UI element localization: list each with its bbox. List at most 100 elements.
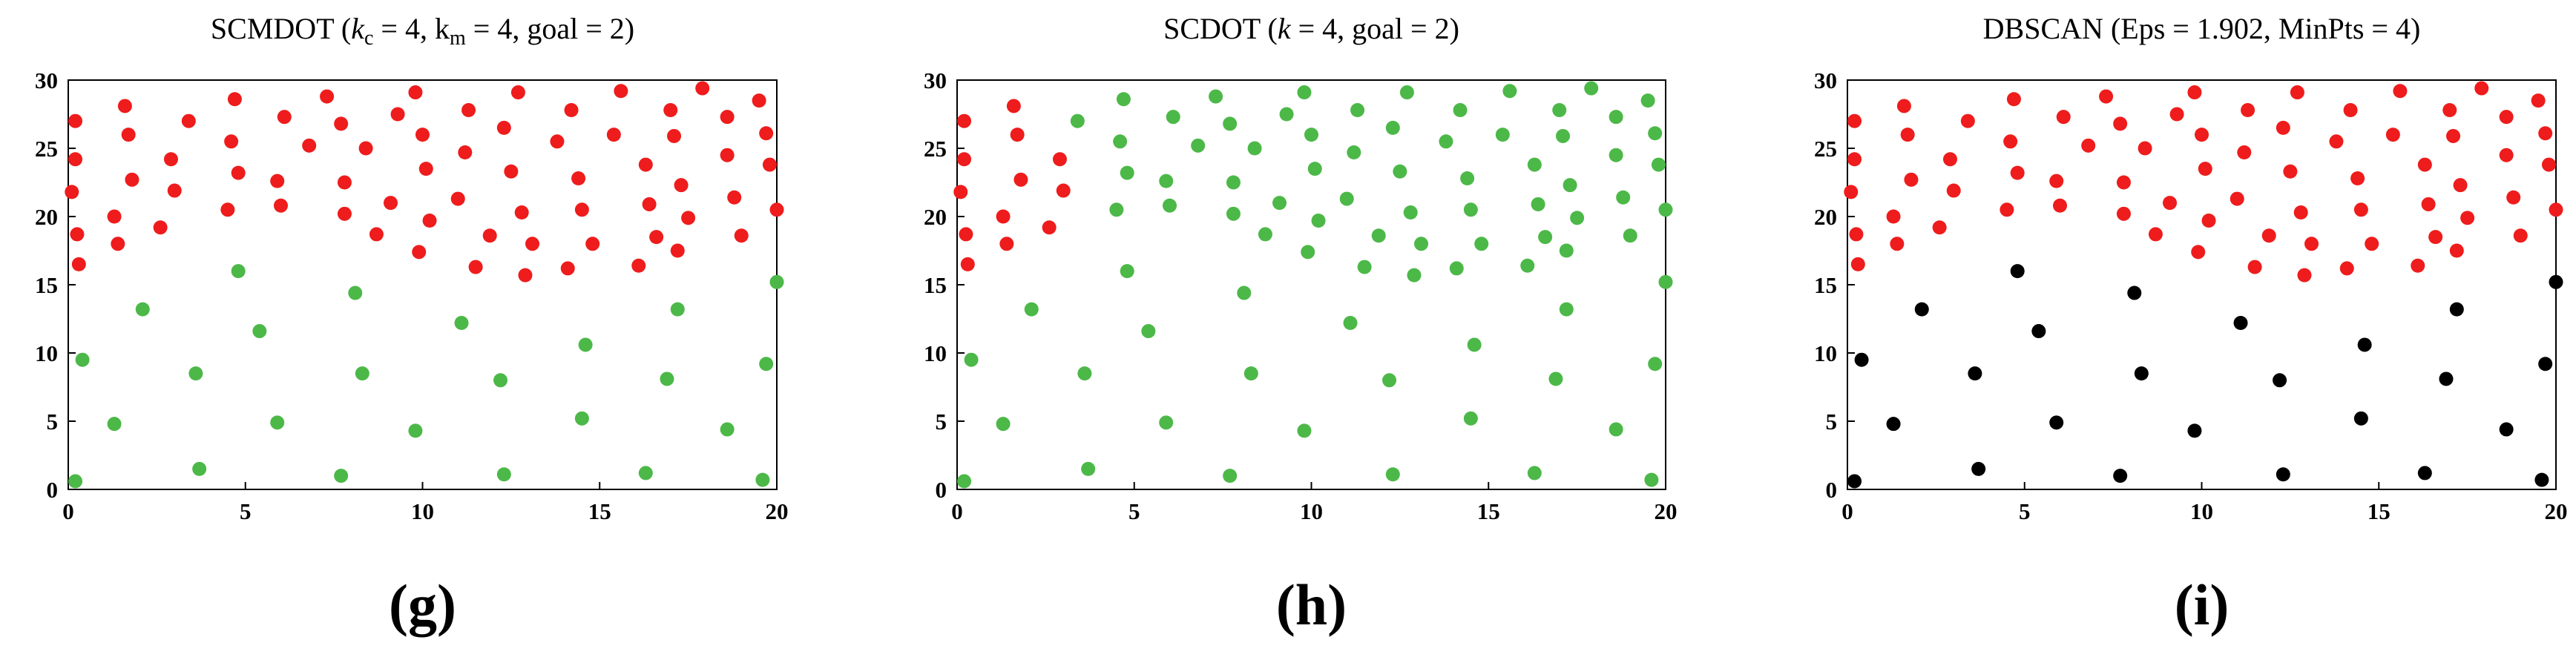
data-point: [1403, 205, 1418, 219]
panel-label: (g): [389, 572, 456, 637]
data-point: [2138, 141, 2152, 156]
data-point: [188, 366, 203, 381]
data-point: [1640, 93, 1655, 108]
data-point: [358, 141, 373, 156]
data-point: [670, 243, 685, 258]
data-point: [759, 357, 774, 372]
data-point: [2513, 228, 2528, 243]
data-point: [1844, 185, 1859, 199]
x-tick-label: 0: [62, 498, 74, 524]
data-point: [1209, 89, 1223, 104]
data-point: [1648, 357, 1663, 372]
data-point: [111, 237, 125, 251]
data-point: [355, 366, 369, 381]
data-point: [649, 230, 664, 245]
data-point: [1371, 228, 1386, 243]
chart-title: SCMDOT (kc = 4, km = 4, goal = 2): [211, 12, 634, 50]
data-point: [2283, 164, 2298, 179]
data-point: [2261, 228, 2276, 243]
data-point: [68, 474, 83, 489]
data-point: [1056, 183, 1071, 198]
data-point: [1658, 202, 1673, 217]
data-point: [1077, 366, 1092, 381]
data-point: [422, 214, 437, 228]
data-point: [1570, 211, 1585, 225]
chart-title: SCDOT (k = 4, goal = 2): [1163, 12, 1459, 45]
data-point: [68, 152, 83, 167]
data-point: [334, 116, 349, 131]
data-point: [2241, 102, 2255, 117]
data-point: [518, 268, 533, 283]
data-point: [482, 228, 497, 243]
data-point: [1113, 134, 1128, 149]
data-point: [1279, 107, 1294, 122]
data-point: [2099, 89, 2114, 104]
data-point: [564, 102, 579, 117]
data-point: [1223, 469, 1238, 483]
data-point: [1081, 461, 1096, 476]
data-point: [1932, 220, 1947, 235]
data-point: [1070, 113, 1085, 128]
data-point: [496, 467, 511, 482]
data-point: [2290, 85, 2304, 100]
data-point: [2365, 237, 2379, 251]
y-tick-label: 0: [936, 477, 947, 503]
data-point: [1385, 120, 1400, 135]
data-point: [334, 469, 349, 483]
data-point: [1942, 152, 1957, 167]
data-point: [337, 206, 352, 221]
data-point: [1382, 373, 1397, 388]
data-point: [2049, 174, 2064, 188]
data-point: [70, 227, 85, 242]
data-point: [2538, 126, 2553, 141]
data-point: [2453, 178, 2468, 193]
data-point: [1414, 237, 1429, 251]
data-point: [2113, 116, 2128, 131]
data-point: [2273, 373, 2287, 388]
data-point: [720, 110, 735, 125]
data-point: [224, 134, 239, 149]
data-point: [337, 175, 352, 190]
x-tick-label: 10: [2190, 498, 2213, 524]
data-point: [75, 352, 90, 367]
data-point: [1651, 157, 1666, 172]
y-tick-label: 20: [35, 204, 58, 230]
data-point: [1531, 197, 1545, 211]
data-point: [960, 257, 975, 271]
data-point: [1272, 196, 1287, 211]
data-point: [638, 157, 653, 172]
data-point: [720, 422, 735, 437]
chart-title: DBSCAN (Eps = 1.902, MinPts = 4): [1983, 12, 2421, 45]
data-point: [953, 185, 968, 199]
data-point: [1141, 324, 1156, 339]
data-point: [1116, 92, 1131, 107]
data-point: [270, 415, 285, 430]
data-point: [415, 128, 430, 142]
data-point: [2134, 366, 2149, 381]
data-point: [1960, 113, 1975, 128]
y-tick-label: 0: [1826, 477, 1838, 503]
data-point: [720, 148, 735, 162]
x-tick-label: 10: [1300, 498, 1323, 524]
data-point: [496, 120, 511, 135]
data-point: [964, 352, 979, 367]
data-point: [2000, 202, 2014, 217]
data-point: [277, 110, 292, 125]
data-point: [408, 423, 423, 438]
data-point: [418, 162, 433, 176]
data-point: [1886, 417, 1901, 432]
data-point: [2541, 157, 2556, 172]
data-point: [1968, 366, 1982, 381]
y-tick-label: 20: [924, 204, 947, 230]
data-point: [2230, 191, 2244, 206]
y-tick-label: 5: [1826, 409, 1838, 435]
data-point: [2187, 423, 2202, 438]
data-point: [695, 81, 710, 96]
data-point: [468, 260, 483, 274]
data-point: [2116, 175, 2131, 190]
data-point: [2549, 274, 2563, 289]
data-point: [2411, 258, 2425, 273]
data-point: [614, 84, 628, 99]
